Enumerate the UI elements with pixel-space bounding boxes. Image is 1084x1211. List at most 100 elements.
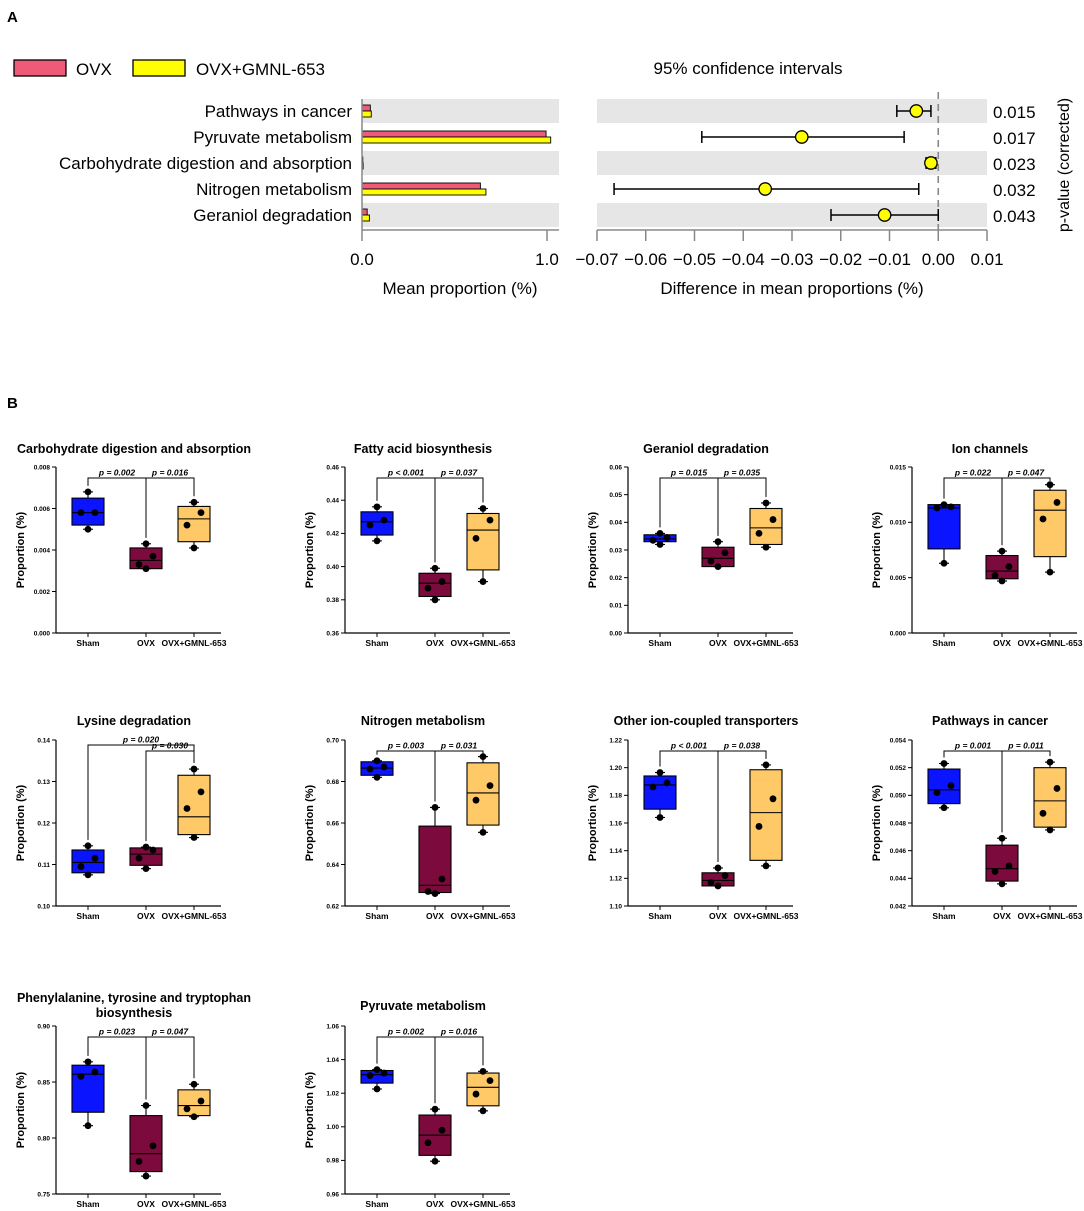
data-point [431,804,439,811]
boxplot-y-tick-label: 1.14 [609,848,622,855]
boxplot-chart: Pathways in cancer Proportion (%) 0.042 0.0… [871,714,1083,921]
boxplot-y-tick-label: 1.12 [609,876,622,883]
data-point [940,804,948,812]
data-point [197,1097,205,1105]
significance-p-value: p = 0.031 [440,741,477,751]
significance-p-value: p = 0.011 [1007,741,1044,751]
ci-x-tick-label: −0.05 [673,250,716,269]
bar-ovx [361,104,371,112]
data-point [656,814,664,821]
significance-bracket [717,750,767,862]
category-label: Carbohydrate digestion and absorption [59,154,352,173]
boxplot-chart: Pyruvate metabolism Proportion (%) 0.96 0.9… [304,999,516,1209]
boxplot-y-axis-label: Proportion (%) [304,511,316,588]
boxplot-group-label: OVX+GMNL-653 [162,911,227,921]
significance-bracket [1001,477,1051,546]
significance-p-value: p = 0.002 [98,468,135,478]
ci-x-tick-label: −0.07 [575,250,618,269]
data-point [373,503,381,511]
category-label: Geraniol degradation [193,206,352,225]
boxplot-group-label: Sham [76,638,100,648]
ci-x-axis-title: Difference in mean proportions (%) [660,279,923,298]
data-point [998,577,1006,585]
ci-x-tick-label: 0.01 [970,250,1003,269]
data-point [142,1102,150,1109]
boxplot-y-tick-label: 0.12 [37,820,50,827]
bar-x-tick-label: 0.0 [350,250,374,269]
data-point [656,541,664,548]
data-point [183,521,191,529]
boxplot-group-label: Sham [932,638,956,648]
boxplot-group-label: OVX [137,1199,155,1209]
boxplot-title: Nitrogen metabolism [361,714,485,728]
box-iqr [71,1064,105,1113]
data-point [431,1157,439,1165]
data-point [91,509,99,517]
data-point [762,862,770,870]
data-point [940,760,948,767]
significance-p-value: p = 0.035 [723,468,760,478]
boxplot-group-label: Sham [365,1199,389,1209]
data-point [486,782,494,790]
data-point [721,872,729,879]
boxplot-y-tick-label: 0.042 [890,903,907,910]
significance-p-value: p = 0.038 [723,741,760,751]
significance-p-value: p = 0.047 [151,1027,189,1037]
data-point [940,559,948,567]
data-point [183,1105,191,1113]
boxplot-y-axis-label: Proportion (%) [304,1071,316,1148]
box-iqr [1033,767,1067,828]
boxplot-y-tick-label: 1.02 [326,1091,339,1098]
data-point [933,504,941,512]
data-point [755,530,763,537]
boxplot-group-label: OVX+GMNL-653 [451,638,516,648]
boxplot-group-label: OVX+GMNL-653 [451,911,516,921]
boxplot-chart: Fatty acid biosynthesis Proportion (%) 0.3… [304,442,516,648]
data-point [486,516,494,524]
boxplot-group-label: OVX [426,638,444,648]
boxplot-y-axis-label: Proportion (%) [587,511,599,588]
data-point [656,530,664,537]
boxplot-title: Lysine degradation [77,714,191,728]
data-point [197,788,205,796]
boxplot-group-label: OVX+GMNL-653 [451,1199,516,1209]
data-point [91,854,99,862]
box-iqr [1033,489,1067,558]
boxplot-y-tick-label: 0.044 [890,876,907,883]
boxplot-group-label: Sham [76,911,100,921]
significance-p-value: p = 0.037 [440,468,478,478]
data-point [1046,758,1054,766]
data-point [663,779,671,787]
boxplot-chart: Lysine degradation Proportion (%) 0.10 0.11… [15,714,227,921]
boxplot-group-label: Sham [932,911,956,921]
panel-b-label: B [7,395,18,412]
boxplot-group-label: OVX [137,638,155,648]
data-point [649,536,657,544]
boxplot-y-tick-label: 0.048 [890,820,907,827]
boxplot-y-tick-label: 0.050 [890,793,907,800]
box-iqr [360,511,394,536]
boxplot-y-tick-label: 0.85 [37,1079,50,1086]
boxplot-y-tick-label: 0.05 [609,492,622,499]
row-background-left [362,203,559,227]
data-point [142,865,150,873]
boxplot-y-tick-label: 1.22 [609,737,622,744]
boxplot-group-label: OVX [137,911,155,921]
box-iqr [418,825,452,894]
significance-p-value: p = 0.023 [98,1027,135,1037]
data-point [380,1069,388,1077]
box-iqr [643,775,677,810]
boxplot-y-axis-label: Proportion (%) [304,784,316,861]
bar-ovx [361,208,368,216]
box-iqr [985,844,1019,882]
boxplot-group-label: OVX [709,638,727,648]
data-point [190,765,198,773]
box-iqr [177,505,211,543]
data-point [142,565,150,573]
data-point [762,761,770,769]
boxplot-y-tick-label: 0.005 [890,575,907,582]
panel-b-box-plots: Carbohydrate digestion and absorption Pro… [15,442,1083,1209]
data-point [1005,563,1013,570]
data-point [933,789,941,796]
bar-gmnl653 [361,214,370,222]
